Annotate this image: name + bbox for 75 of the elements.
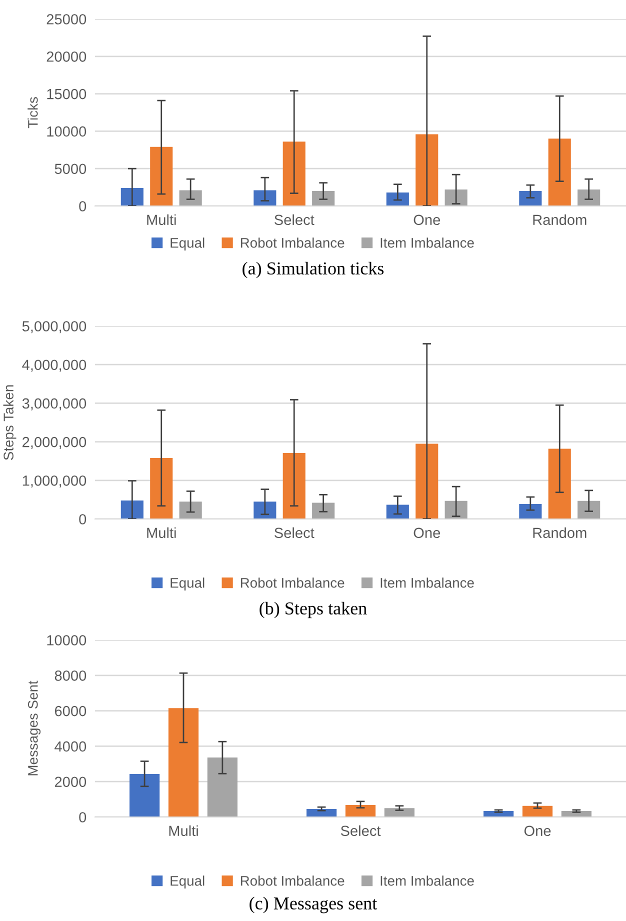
y-tick-label: 1,000,000 [22, 476, 86, 488]
bar [416, 134, 438, 206]
x-tick-label: Select [340, 825, 381, 836]
x-tick-label: One [414, 528, 440, 538]
y-tick-label: 0 [79, 201, 86, 212]
x-tick-label: Multi [147, 214, 176, 226]
bar [519, 504, 542, 519]
legend-label: Item Imbalance [380, 876, 474, 886]
legend-label: Robot Imbalance [240, 876, 344, 886]
bar [179, 502, 202, 519]
bar [207, 758, 238, 817]
x-tick-label: Multi [147, 527, 176, 538]
bar [519, 191, 542, 206]
y-tick-label: 15000 [47, 88, 86, 100]
bar [386, 504, 409, 519]
y-tick-label: 3,000,000 [22, 398, 86, 410]
x-tick-label: One [524, 826, 551, 836]
x-tick-label: One [414, 214, 440, 226]
y-axis-title: Messages Sent [28, 680, 41, 776]
bar [254, 502, 276, 519]
y-tick-label: 4,000,000 [22, 360, 86, 372]
bar [444, 190, 468, 206]
legend-label: Item Imbalance [380, 238, 474, 248]
bar [312, 502, 335, 519]
text: (c) Messages sent [250, 896, 378, 914]
x-tick-label: Multi [169, 825, 198, 836]
y-tick-label: 8000 [54, 670, 86, 681]
y-tick-label: 0 [79, 812, 86, 822]
y-tick-label: 2000 [54, 776, 86, 788]
bar [282, 452, 306, 519]
bar [120, 188, 144, 206]
y-tick-label: 5,000,000 [22, 321, 86, 334]
text: (b) Steps taken [260, 602, 367, 618]
x-tick-label: Random [533, 527, 586, 538]
y-tick-label: 20000 [46, 52, 86, 62]
x-tick-label: Select [274, 214, 314, 226]
y-tick-label: 4000 [54, 741, 86, 752]
bar [306, 809, 337, 817]
bar [150, 458, 173, 519]
x-tick-label: Random [533, 214, 586, 226]
text: (a) Simulation ticks [242, 262, 384, 278]
y-tick-label: 5000 [54, 164, 86, 174]
bar [522, 806, 553, 817]
bar [578, 500, 600, 519]
legend-label: Robot Imbalance [240, 578, 344, 588]
y-axis-title: Ticks [28, 97, 38, 128]
bar [548, 448, 571, 519]
legend-label: Equal [170, 578, 204, 591]
legend-label: Equal [170, 238, 204, 251]
y-tick-label: 0 [79, 514, 86, 524]
y-tick-label: 10000 [47, 635, 86, 646]
bar [444, 500, 468, 519]
bar [150, 146, 173, 206]
bar [282, 142, 306, 206]
y-tick-label: 10000 [47, 126, 86, 137]
legend-label: Item Imbalance [380, 578, 474, 588]
bar [345, 804, 376, 817]
bar [312, 191, 335, 206]
bar [130, 774, 160, 817]
y-tick-label: 25000 [46, 14, 86, 24]
x-tick-label: Select [274, 527, 314, 538]
bar [179, 190, 202, 206]
bar [416, 444, 438, 519]
legend-label: Equal [170, 876, 204, 889]
bar [386, 192, 409, 206]
y-tick-label: 6000 [54, 706, 86, 716]
legend-label: Robot Imbalance [240, 238, 344, 248]
bar [254, 190, 276, 206]
bar [120, 500, 144, 519]
y-axis-title: Steps Taken [3, 385, 16, 460]
bar [168, 708, 199, 817]
bar [384, 808, 414, 817]
y-tick-label: 2,000,000 [22, 436, 86, 449]
bar [578, 190, 600, 206]
bar [548, 138, 571, 206]
